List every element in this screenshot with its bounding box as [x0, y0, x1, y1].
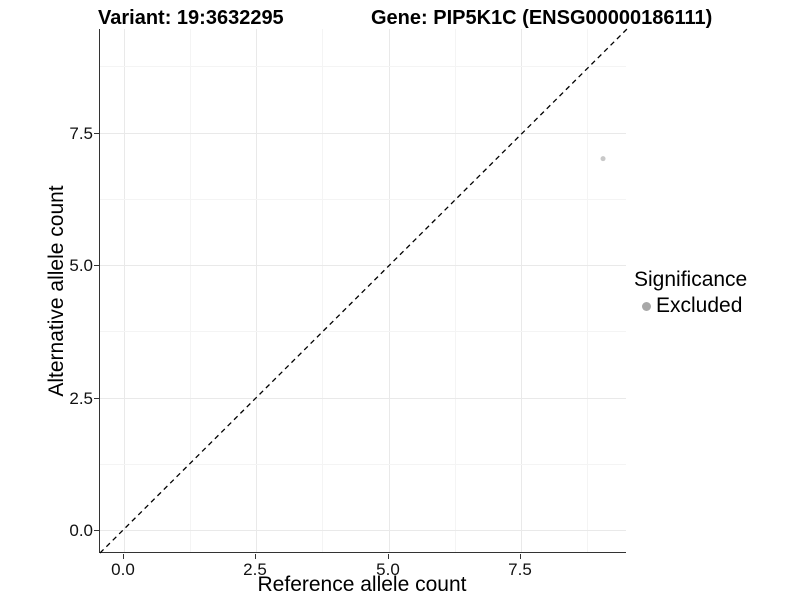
x-axis-tick [519, 554, 521, 559]
gridline-x-minor [190, 29, 191, 552]
variant-title: Variant: 19:3632295 [98, 7, 284, 29]
x-tick-label: 5.0 [376, 560, 400, 579]
x-axis-tick [254, 554, 256, 559]
scatter-plot-layer [99, 28, 628, 554]
gridline-x-major [389, 29, 390, 552]
y-axis-tick [94, 132, 99, 134]
gridline-y-major [100, 265, 626, 266]
gridline-y-minor [100, 199, 626, 200]
gridline-x-major [521, 29, 522, 552]
y-tick-label: 0.0 [69, 521, 93, 540]
x-tick-label: 0.0 [111, 560, 135, 579]
x-axis-title: Reference allele count [257, 573, 467, 596]
data-point [600, 156, 606, 162]
gridline-x-minor [322, 29, 323, 552]
gridline-y-major [100, 530, 626, 531]
gridline-y-minor [100, 464, 626, 465]
gridline-x-major [256, 29, 257, 552]
y-axis-tick [94, 529, 99, 531]
gridline-x-major [124, 29, 125, 552]
gridline-x-minor [587, 29, 588, 552]
legend-item-label: Excluded [656, 294, 743, 318]
plot-panel [99, 28, 628, 554]
gridline-y-major [100, 398, 626, 399]
excluded-point-icon [642, 301, 651, 311]
y-axis-tick [94, 264, 99, 266]
x-tick-label: 2.5 [243, 560, 267, 579]
x-tick-label: 7.5 [508, 560, 532, 579]
x-axis-tick [122, 554, 124, 559]
gene-title: Gene: PIP5K1C (ENSG00000186111) [371, 7, 713, 29]
y-tick-label: 7.5 [69, 124, 93, 143]
legend-item-excluded: Excluded [634, 294, 747, 318]
gridline-y-minor [100, 331, 626, 332]
gridline-y-major [100, 133, 626, 134]
legend-title: Significance [634, 268, 748, 291]
x-axis-tick [387, 554, 389, 559]
y-axis-title: Alternative allele count [45, 185, 68, 397]
gridline-x-minor [455, 29, 456, 552]
gridline-y-minor [100, 66, 626, 67]
identity-dashed-line [99, 28, 628, 554]
legend: Significance Excluded [634, 268, 747, 318]
y-tick-label: 5.0 [69, 256, 93, 275]
y-tick-label: 2.5 [69, 389, 93, 408]
y-axis-tick [94, 397, 99, 399]
